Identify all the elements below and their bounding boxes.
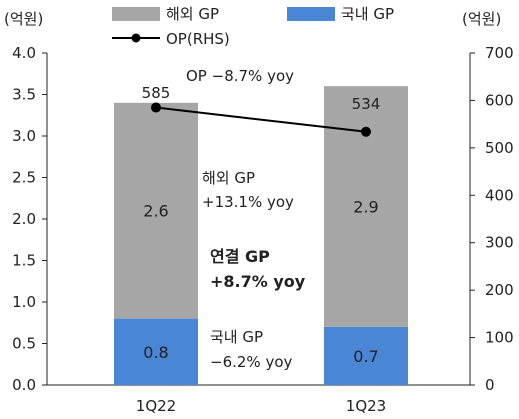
- bar-domestic-gp: [324, 326, 408, 385]
- right-axis-ticks: 0 100 200 300 400 500 600 700: [470, 44, 514, 394]
- bar-overseas-gp: [324, 86, 408, 327]
- bar-label-overseas-gp: 2.6: [143, 202, 168, 221]
- left-tick-label: 0.5: [12, 335, 36, 353]
- consolidated-annotation-line2: +8.7% yoy: [210, 272, 306, 291]
- right-tick-label: 500: [485, 139, 514, 157]
- bar-label-domestic-gp: 0.7: [353, 347, 378, 366]
- left-tick-label: 1.0: [12, 293, 36, 311]
- x-tick-label: 1Q22: [136, 397, 176, 415]
- left-axis-unit: (억원): [4, 10, 43, 28]
- left-tick-label: 2.0: [12, 210, 36, 228]
- right-tick-label: 300: [485, 234, 514, 252]
- consolidated-annotation-line1: 연결 GP: [210, 247, 270, 266]
- legend-label-overseas: 해외 GP: [166, 5, 219, 23]
- left-tick-label: 1.5: [12, 252, 36, 270]
- left-tick-label: 4.0: [12, 44, 36, 62]
- right-tick-label: 200: [485, 281, 514, 299]
- bar-label-domestic-gp: 0.8: [143, 343, 168, 362]
- bar-domestic-gp: [114, 318, 198, 385]
- overseas-annotation-line1: 해외 GP: [202, 169, 255, 187]
- op-line: [155, 106, 367, 133]
- x-axis-labels: 1Q22 1Q23: [136, 397, 386, 415]
- left-tick-label: 0.0: [12, 376, 36, 394]
- op-point: [361, 126, 371, 137]
- legend-swatch-op-marker: [131, 33, 141, 43]
- left-tick-label: 2.5: [12, 169, 36, 187]
- right-tick-label: 400: [485, 186, 514, 204]
- legend-swatch-domestic: [287, 7, 335, 21]
- left-tick-label: 3.0: [12, 127, 36, 145]
- domestic-annotation-line1: 국내 GP: [210, 328, 263, 346]
- bar-overseas-gp: [114, 102, 198, 319]
- left-tick-label: 3.5: [12, 86, 36, 104]
- op-value-label: 534: [352, 95, 381, 113]
- legend-label-domestic: 국내 GP: [341, 5, 394, 23]
- legend-swatch-overseas: [112, 7, 160, 21]
- bar-label-overseas-gp: 2.9: [353, 198, 378, 217]
- right-axis-unit: (억원): [462, 10, 501, 28]
- overseas-annotation-line2: +13.1% yoy: [202, 193, 294, 211]
- op-series: 585 534: [142, 84, 381, 137]
- legend-label-op: OP(RHS): [166, 30, 230, 48]
- op-point: [151, 102, 161, 113]
- legend: 해외 GP 국내 GP OP(RHS): [112, 5, 394, 48]
- left-axis-ticks: 0.0 0.5 1.0 1.5 2.0 2.5 3.0 3.5 4.0: [12, 44, 47, 394]
- op-annotation: OP −8.7% yoy: [186, 67, 294, 85]
- right-tick-label: 600: [485, 91, 514, 109]
- op-value-label: 585: [142, 84, 171, 102]
- right-tick-label: 700: [485, 44, 514, 62]
- domestic-annotation-line2: −6.2% yoy: [210, 353, 292, 371]
- right-tick-label: 100: [485, 329, 514, 347]
- bars: 0.8 2.6 0.7 2.9: [114, 86, 408, 385]
- right-tick-label: 0: [485, 376, 495, 394]
- x-tick-label: 1Q23: [346, 397, 386, 415]
